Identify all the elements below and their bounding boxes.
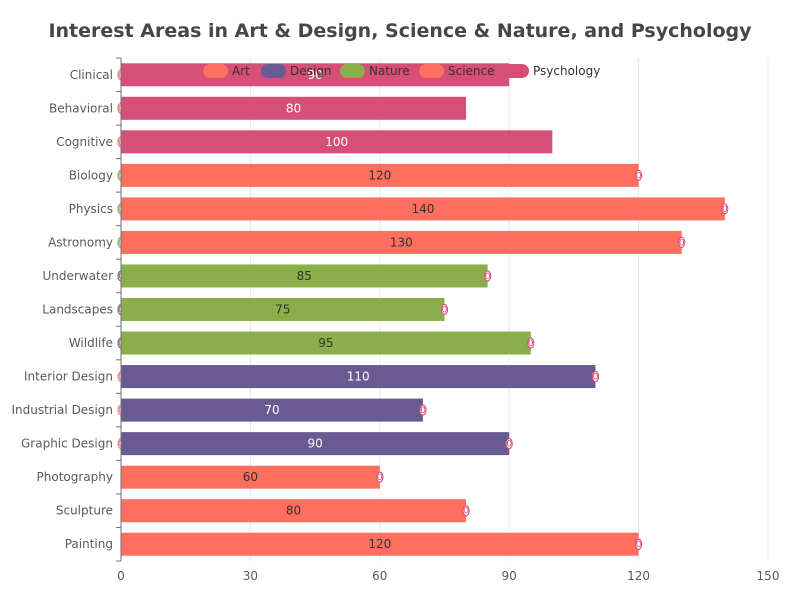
zero-value-label: 0 [593, 373, 599, 383]
bar-value-label: 100 [325, 135, 348, 149]
category-label: Biology [69, 168, 113, 182]
bar [121, 365, 596, 389]
zero-value-marker [721, 203, 729, 215]
zero-value-label: 0 [679, 238, 685, 248]
zero-value-label: 0 [506, 440, 512, 450]
bar [121, 532, 639, 556]
legend-label: Art [232, 64, 250, 78]
zero-value-label: 0 [420, 406, 426, 416]
bar-value-label: 60 [243, 470, 258, 484]
zero-value-label: 0 [463, 507, 469, 517]
zero-value-label: 0 [442, 306, 448, 316]
bar-value-label: 90 [307, 437, 322, 451]
bar-value-label: 75 [275, 303, 290, 317]
category-label: Wildlife [69, 336, 113, 350]
bar [121, 298, 445, 321]
category-label: Landscapes [42, 303, 113, 317]
zero-value-label: 0 [722, 205, 728, 215]
x-tick-label: 30 [243, 569, 258, 583]
zero-value-marker [678, 236, 686, 248]
bar-value-label: 120 [368, 168, 391, 182]
bar-value-label: 95 [318, 336, 333, 350]
bar [121, 96, 467, 120]
zero-value-label: 0 [636, 540, 642, 550]
zero-value-label: 0 [485, 272, 491, 282]
bar [121, 398, 423, 422]
chart-title: Interest Areas in Art & Design, Science … [48, 20, 752, 42]
bars: 1208060000000000000000907011000000000000… [117, 63, 729, 556]
bar [121, 197, 725, 221]
x-tick-label: 150 [757, 569, 780, 583]
legend-swatch [419, 64, 444, 78]
category-label: Sculpture [56, 504, 113, 518]
legend-swatch [340, 64, 365, 78]
legend-swatch [203, 64, 228, 78]
bar [121, 432, 510, 456]
zero-value-label: 0 [377, 473, 383, 483]
zero-value-marker [505, 438, 513, 450]
category-label: Underwater [42, 269, 113, 283]
category-label: Cognitive [56, 135, 113, 149]
bar-value-label: 80 [286, 504, 301, 518]
zero-value-marker [441, 304, 448, 315]
legend-swatch [504, 64, 529, 78]
zero-value-marker [635, 538, 643, 550]
bar [121, 465, 380, 489]
bar [121, 163, 639, 187]
category-label: Painting [65, 537, 113, 551]
zero-value-marker [484, 270, 492, 282]
zero-value-marker [527, 337, 535, 349]
bar [121, 230, 682, 254]
x-tick-label: 120 [627, 569, 650, 583]
bar-value-label: 140 [411, 202, 434, 216]
bar [121, 331, 531, 355]
bar [121, 264, 488, 288]
category-label: Industrial Design [11, 403, 113, 417]
category-label: Astronomy [48, 235, 113, 249]
legend-label: Psychology [533, 64, 600, 78]
axes: 0 30 60 90 120 150 Painting Sculpture Photograph… [11, 57, 780, 583]
x-tick-label: 0 [117, 569, 125, 583]
x-tick-label: 90 [502, 569, 517, 583]
x-tick-label: 60 [372, 569, 387, 583]
bar-value-label: 70 [264, 403, 279, 417]
bar-value-label: 110 [347, 370, 370, 384]
zero-value-marker [462, 505, 470, 517]
zero-value-marker [635, 169, 643, 181]
bar [121, 130, 553, 154]
category-label: Graphic Design [21, 437, 113, 451]
category-label: Interior Design [24, 370, 113, 384]
bar [121, 499, 467, 523]
legend-label: Design [290, 64, 331, 78]
category-label: Behavioral [49, 101, 113, 115]
category-label: Physics [69, 202, 113, 216]
category-label: Photography [37, 470, 113, 484]
category-label: Clinical [70, 68, 113, 82]
legend-swatch [261, 64, 286, 78]
legend-label: Nature [369, 64, 410, 78]
bar-value-label: 90 [307, 68, 322, 82]
zero-value-marker [419, 404, 427, 416]
zero-value-marker [376, 471, 384, 483]
zero-value-marker [591, 371, 599, 383]
legend: Art Design Nature Science Psychology [203, 64, 600, 78]
zero-value-label: 0 [636, 171, 642, 181]
bar-value-label: 80 [286, 101, 301, 115]
bar-value-label: 120 [368, 537, 391, 551]
zero-value-label: 0 [528, 339, 534, 349]
bar-value-label: 85 [297, 269, 312, 283]
bar-value-label: 130 [390, 235, 413, 249]
legend-label: Science [448, 64, 495, 78]
